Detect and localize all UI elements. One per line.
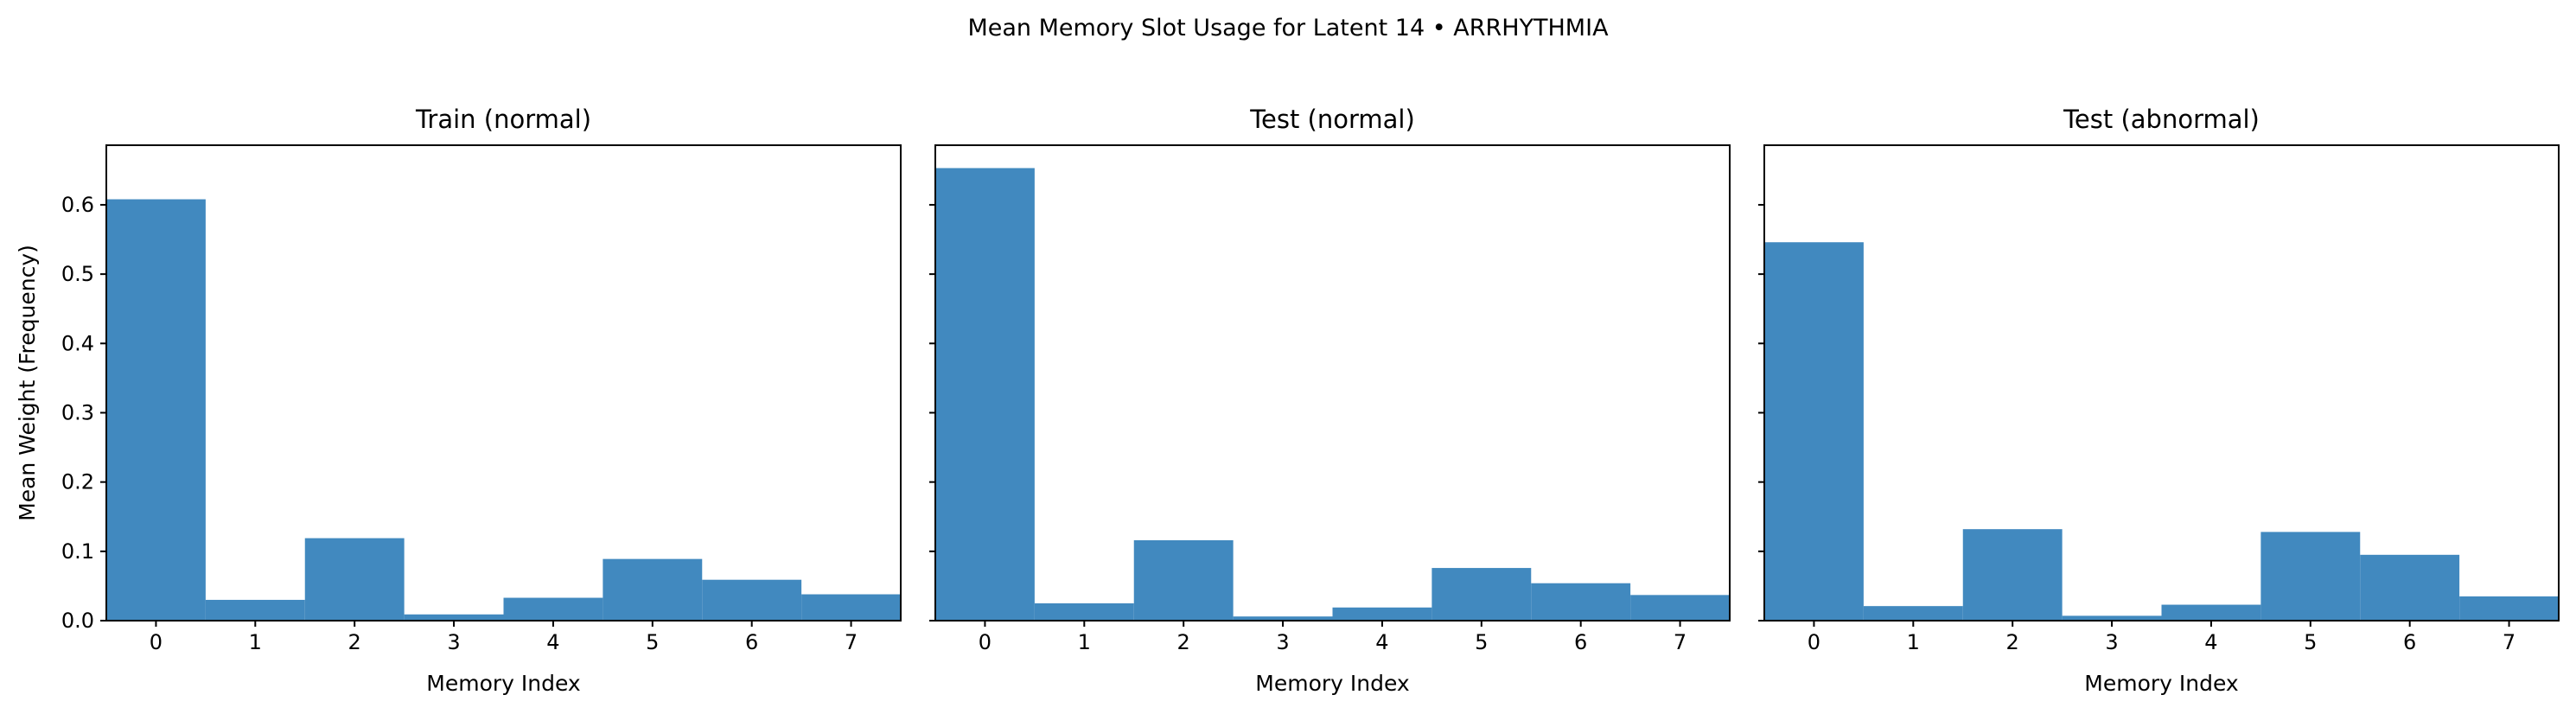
bar-2 — [304, 538, 405, 621]
y-axis-label: Mean Weight (Frequency) — [15, 245, 40, 521]
x-tick-label: 0 — [979, 630, 992, 654]
bar-1 — [205, 599, 305, 621]
bar-7 — [801, 594, 902, 621]
y-tick-label: 0.2 — [61, 470, 94, 494]
x-tick-label: 1 — [1907, 630, 1920, 654]
y-tick-label: 0.5 — [61, 262, 94, 286]
y-tick-label: 0.3 — [61, 400, 94, 424]
bar-4 — [503, 597, 603, 621]
x-tick-label: 6 — [745, 630, 758, 654]
x-tick-label: 5 — [2304, 630, 2317, 654]
x-tick-label: 2 — [348, 630, 361, 654]
x-tick-label: 7 — [1674, 630, 1687, 654]
x-tick-label: 1 — [1078, 630, 1091, 654]
figure-title: Mean Memory Slot Usage for Latent 14 • A… — [967, 15, 1609, 41]
x-tick-label: 2 — [2006, 630, 2019, 654]
x-tick-label: 0 — [1808, 630, 1820, 654]
x-tick-label: 0 — [150, 630, 163, 654]
bar-6 — [2360, 554, 2460, 621]
x-axis-label: Memory Index — [1255, 671, 1409, 696]
y-tick-label: 0.4 — [61, 331, 94, 355]
bar-4 — [2161, 604, 2261, 621]
x-tick-label: 1 — [249, 630, 262, 654]
panel-title: Test (abnormal) — [2063, 105, 2260, 134]
panel-2: 0 1 2 3 4 5 6 7 Test (abnormal) Memory Index — [1758, 105, 2560, 696]
bar-3 — [404, 614, 504, 621]
x-tick-label: 2 — [1177, 630, 1190, 654]
x-tick-label: 6 — [1574, 630, 1587, 654]
bar-3 — [2062, 615, 2162, 621]
x-tick-label: 7 — [845, 630, 858, 654]
bar-2 — [1962, 529, 2063, 621]
x-tick-label: 3 — [2105, 630, 2118, 654]
x-tick-label: 4 — [2204, 630, 2217, 654]
bar-7 — [2459, 596, 2560, 621]
y-tick-label: 0.0 — [61, 609, 94, 633]
x-axis-label: Memory Index — [426, 671, 580, 696]
bar-5 — [603, 558, 703, 621]
x-tick-label: 4 — [546, 630, 559, 654]
bar-5 — [1431, 568, 1532, 621]
bar-5 — [2260, 532, 2361, 621]
x-tick-label: 3 — [1276, 630, 1289, 654]
bar-1 — [1034, 602, 1134, 621]
bar-3 — [1233, 616, 1333, 621]
axes-frame — [105, 144, 902, 622]
y-tick-label: 0.6 — [61, 193, 94, 217]
panel-title: Train (normal) — [415, 105, 591, 134]
bar-0 — [935, 168, 1035, 621]
axes-frame — [934, 144, 1731, 622]
bar-7 — [1630, 595, 1731, 621]
x-tick-label: 6 — [2403, 630, 2416, 654]
panel-1: 0 1 2 3 4 5 6 7 Test (normal) Memory Index — [929, 105, 1731, 696]
axes-frame — [1763, 144, 2560, 622]
x-axis-label: Memory Index — [2084, 671, 2238, 696]
panels: 0 1 2 3 4 5 6 7 0.0 0.1 0.2 0.3 0.4 0.5 0.6 Train (norm… — [15, 105, 2560, 696]
bar-6 — [702, 579, 802, 621]
x-tick-label: 4 — [1375, 630, 1388, 654]
x-tick-label: 7 — [2503, 630, 2515, 654]
panel-0: 0 1 2 3 4 5 6 7 0.0 0.1 0.2 0.3 0.4 0.5 0.6 Train (norm… — [15, 105, 902, 696]
x-tick-label: 5 — [646, 630, 659, 654]
x-tick-label: 3 — [447, 630, 460, 654]
y-tick-label: 0.1 — [61, 539, 94, 564]
bar-2 — [1133, 540, 1234, 621]
bar-6 — [1531, 583, 1631, 621]
bar-0 — [106, 199, 206, 622]
bar-0 — [1764, 242, 1864, 621]
panel-title: Test (normal) — [1249, 105, 1415, 134]
bar-1 — [1863, 606, 1963, 621]
x-tick-label: 5 — [1475, 630, 1488, 654]
bar-4 — [1332, 607, 1432, 621]
